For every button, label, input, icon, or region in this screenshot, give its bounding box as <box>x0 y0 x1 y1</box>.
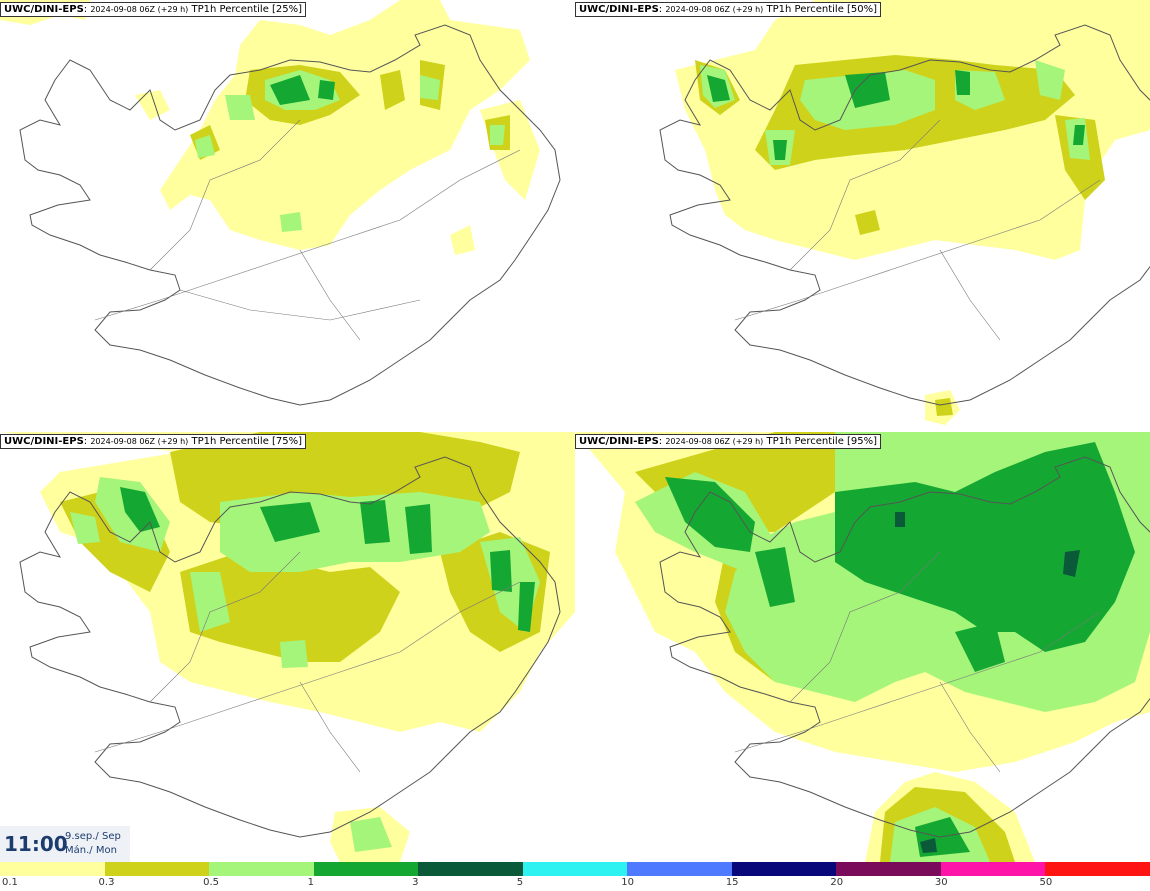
legend-swatch <box>940 862 1046 876</box>
precip-map <box>575 432 1150 862</box>
legend-swatch <box>313 862 419 876</box>
legend-swatch <box>104 862 210 876</box>
field-name: TP1h Percentile [95%] <box>766 436 878 447</box>
model-name: UWC/DINI-EPS <box>4 4 84 15</box>
panel-title: UWC/DINI-EPS: 2024-09-08 06Z (+29 h) TP1… <box>0 2 307 17</box>
legend-swatch <box>1045 862 1150 876</box>
valid-time-box: 11:00 9.sep./ Sep Mán./ Mon <box>0 826 130 862</box>
valid-weekday: Mán./ Mon <box>65 845 117 856</box>
legend-label: 10 <box>621 877 634 888</box>
run-time: 2024-09-08 06Z (+29 h) <box>90 437 189 446</box>
valid-date-text: 9.sep./ Sep <box>65 831 121 842</box>
legend-label: 30 <box>934 877 948 888</box>
run-time: 2024-09-08 06Z (+29 h) <box>665 5 764 14</box>
panel-title: UWC/DINI-EPS: 2024-09-08 06Z (+29 h) TP1… <box>575 2 882 17</box>
model-name: UWC/DINI-EPS <box>579 4 659 15</box>
legend-label: 50 <box>1039 877 1053 888</box>
model-name: UWC/DINI-EPS <box>4 436 84 447</box>
legend-swatch <box>209 862 315 876</box>
legend-swatch <box>731 862 837 876</box>
legend-label: 15 <box>725 877 739 888</box>
legend-label: 1 <box>307 877 314 888</box>
precip-map <box>659 0 1150 425</box>
field-name: TP1h Percentile [25%] <box>191 4 303 15</box>
legend-swatch <box>418 862 524 876</box>
legend-label: 3 <box>412 877 419 888</box>
field-name: TP1h Percentile [50%] <box>766 4 878 15</box>
color-legend: 0.1 0.3 0.5 1 3 5 10 15 20 30 50 <box>0 862 1150 891</box>
legend-swatch <box>0 862 105 876</box>
panel-title: UWC/DINI-EPS: 2024-09-08 06Z (+29 h) TP1… <box>0 434 307 449</box>
valid-time: 11:00 <box>4 832 68 856</box>
run-time: 2024-09-08 06Z (+29 h) <box>90 5 189 14</box>
map-panel-p50: UWC/DINI-EPS: 2024-09-08 06Z (+29 h) TP1… <box>575 0 1150 430</box>
model-name: UWC/DINI-EPS <box>579 436 659 447</box>
legend-label: 0.5 <box>203 877 219 888</box>
run-time: 2024-09-08 06Z (+29 h) <box>665 437 764 446</box>
map-panel-p95: UWC/DINI-EPS: 2024-09-08 06Z (+29 h) TP1… <box>575 432 1150 862</box>
legend-label: 20 <box>830 877 844 888</box>
legend-label: 0.1 <box>2 877 18 888</box>
precip-map <box>0 0 561 406</box>
map-panel-p75: UWC/DINI-EPS: 2024-09-08 06Z (+29 h) TP1… <box>0 432 575 862</box>
legend-label: 5 <box>516 877 524 888</box>
field-name: TP1h Percentile [75%] <box>191 436 303 447</box>
legend-swatch <box>836 862 942 876</box>
map-panel-p25: UWC/DINI-EPS: 2024-09-08 06Z (+29 h) TP1… <box>0 0 575 430</box>
legend-swatch <box>627 862 733 876</box>
legend-swatch <box>522 862 628 876</box>
precip-map <box>0 432 575 862</box>
legend-label: 0.3 <box>98 877 115 888</box>
panel-title: UWC/DINI-EPS: 2024-09-08 06Z (+29 h) TP1… <box>575 434 882 449</box>
valid-date: 9.sep./ Sep Mán./ Mon <box>65 830 121 858</box>
